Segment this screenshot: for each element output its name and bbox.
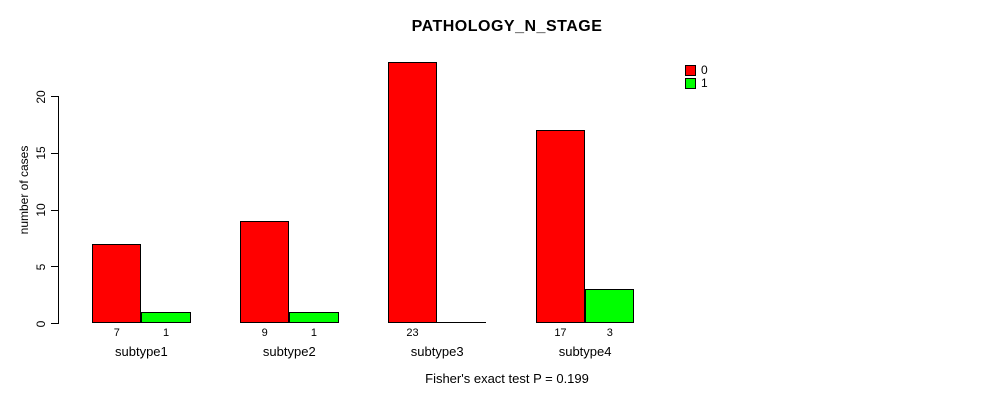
legend: 0 1 xyxy=(685,64,708,90)
bar xyxy=(289,312,339,323)
category-label: subtype4 xyxy=(558,344,612,359)
category-label: subtype2 xyxy=(262,344,316,359)
y-tick-label: 15 xyxy=(34,146,48,161)
legend-item: 0 xyxy=(685,64,708,76)
y-tick xyxy=(51,96,58,98)
bar-value-label: 23 xyxy=(406,327,419,339)
y-tick-label: 10 xyxy=(34,203,48,217)
bar-value-label: 3 xyxy=(606,327,613,339)
bar-value-label: 1 xyxy=(162,327,170,339)
y-tick-label: 0 xyxy=(34,320,48,327)
bar-value-label: 9 xyxy=(261,327,268,339)
legend-swatch-1 xyxy=(685,77,696,89)
legend-label-0: 0 xyxy=(701,63,708,77)
y-tick xyxy=(51,323,58,324)
bar-value-label: 17 xyxy=(554,327,567,339)
category-label: subtype1 xyxy=(115,344,168,359)
bar xyxy=(585,289,635,323)
legend-label-1: 1 xyxy=(701,76,708,90)
footnote: Fisher's exact test P = 0.199 xyxy=(425,371,589,386)
category-label: subtype3 xyxy=(410,344,464,359)
bar-value-label: 1 xyxy=(310,327,317,339)
bar xyxy=(92,244,142,323)
bar xyxy=(141,312,191,323)
legend-item: 1 xyxy=(685,77,708,89)
legend-swatch-0 xyxy=(685,64,696,76)
y-tick-label: 20 xyxy=(34,90,48,104)
bar xyxy=(535,130,586,323)
y-tick-label: 5 xyxy=(34,263,48,271)
y-tick xyxy=(51,266,58,268)
y-tick xyxy=(51,152,58,154)
bar-value-label: 7 xyxy=(113,327,120,339)
bar xyxy=(387,62,438,323)
chart-title: PATHOLOGY_N_STAGE xyxy=(411,18,603,35)
y-axis-line xyxy=(58,96,59,324)
bar xyxy=(240,221,290,323)
bar-zero xyxy=(437,322,487,323)
y-tick xyxy=(51,209,58,211)
